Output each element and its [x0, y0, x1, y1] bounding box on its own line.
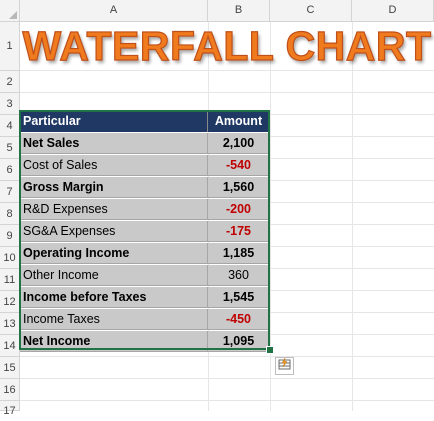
cell-amount[interactable]: 1,545 [208, 287, 269, 308]
cell-particular[interactable]: R&D Expenses [20, 199, 208, 220]
table-row: Income before Taxes 1,545 [20, 287, 269, 309]
column-header-b[interactable]: B [208, 0, 270, 21]
row-header-17[interactable]: 17 [0, 401, 19, 417]
cell-particular[interactable]: Net Income [20, 331, 208, 352]
row-header-5[interactable]: 5 [0, 137, 19, 159]
table-row: SG&A Expenses -175 [20, 221, 269, 243]
cell-amount[interactable]: 2,100 [208, 133, 269, 154]
column-header-a[interactable]: A [20, 0, 208, 21]
row-header-8[interactable]: 8 [0, 203, 19, 225]
row-header-6[interactable]: 6 [0, 159, 19, 181]
cell-particular[interactable]: Gross Margin [20, 177, 208, 198]
table-header-row: Particular Amount [20, 111, 269, 133]
row-header-bar: 1 2 3 4 5 6 7 8 9 10 11 12 13 14 15 16 1… [0, 22, 20, 417]
quick-analysis-icon [278, 357, 291, 375]
column-header-d[interactable]: D [352, 0, 434, 21]
cell-amount[interactable]: -540 [208, 155, 269, 176]
table-row: Income Taxes -450 [20, 309, 269, 331]
row-header-2[interactable]: 2 [0, 71, 19, 93]
row-header-11[interactable]: 11 [0, 269, 19, 291]
row-header-9[interactable]: 9 [0, 225, 19, 247]
cell-particular[interactable]: Income before Taxes [20, 287, 208, 308]
cell-particular[interactable]: Cost of Sales [20, 155, 208, 176]
row-header-14[interactable]: 14 [0, 335, 19, 357]
table-row: Net Sales 2,100 [20, 133, 269, 155]
quick-analysis-button[interactable] [275, 357, 294, 375]
table-row: R&D Expenses -200 [20, 199, 269, 221]
table-row: Net Income 1,095 [20, 331, 269, 353]
table-row: Gross Margin 1,560 [20, 177, 269, 199]
table-row: Operating Income 1,185 [20, 243, 269, 265]
row-header-10[interactable]: 10 [0, 247, 19, 269]
cell-amount[interactable]: -175 [208, 221, 269, 242]
row-header-7[interactable]: 7 [0, 181, 19, 203]
row-header-12[interactable]: 12 [0, 291, 19, 313]
fill-handle[interactable] [266, 346, 274, 354]
column-header-c[interactable]: C [270, 0, 352, 21]
select-all-button[interactable] [0, 0, 20, 21]
row-header-1[interactable]: 1 [0, 22, 19, 71]
cell-amount[interactable]: 1,095 [208, 331, 269, 352]
row-header-15[interactable]: 15 [0, 357, 19, 379]
header-cell-particular[interactable]: Particular [20, 111, 208, 132]
cell-particular[interactable]: Net Sales [20, 133, 208, 154]
row-header-13[interactable]: 13 [0, 313, 19, 335]
cell-particular[interactable]: Other Income [20, 265, 208, 286]
cell-amount[interactable]: 1,185 [208, 243, 269, 264]
cell-particular[interactable]: Income Taxes [20, 309, 208, 330]
cell-amount[interactable]: 360 [208, 265, 269, 286]
cell-amount[interactable]: -200 [208, 199, 269, 220]
table-row: Other Income 360 [20, 265, 269, 287]
column-header-bar: A B C D [0, 0, 434, 22]
cell-amount[interactable]: -450 [208, 309, 269, 330]
row-header-4[interactable]: 4 [0, 115, 19, 137]
cell-particular[interactable]: SG&A Expenses [20, 221, 208, 242]
cell-particular[interactable]: Operating Income [20, 243, 208, 264]
row-header-16[interactable]: 16 [0, 379, 19, 401]
row-header-3[interactable]: 3 [0, 93, 19, 115]
sheet-title: WATERFALL CHART [22, 22, 432, 69]
header-cell-amount[interactable]: Amount [208, 111, 269, 132]
cell-amount[interactable]: 1,560 [208, 177, 269, 198]
table-row: Cost of Sales -540 [20, 155, 269, 177]
